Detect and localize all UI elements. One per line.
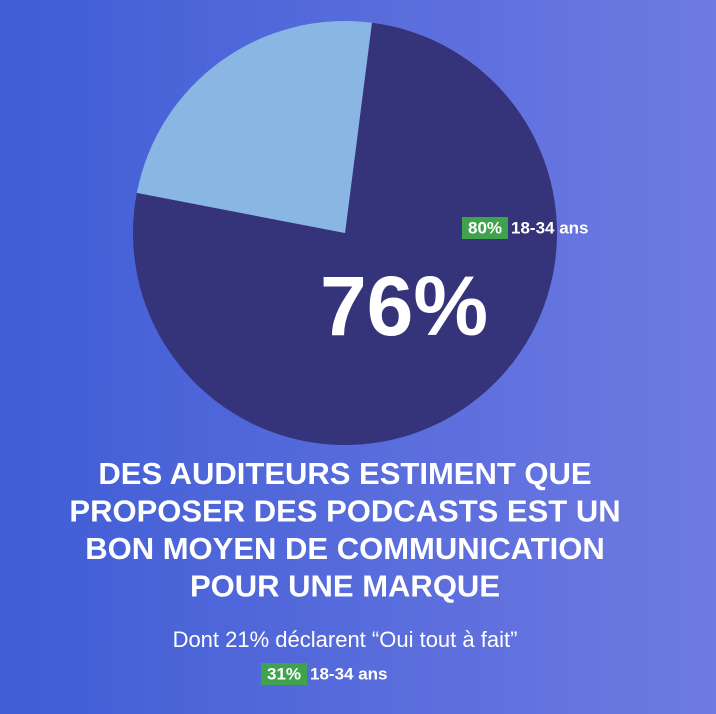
subline: Dont 21% déclarent “Oui tout à fait” <box>173 627 518 652</box>
badge <box>261 663 307 685</box>
badge-value: 80% <box>468 218 502 237</box>
headline-line: PROPOSER DES PODCASTS EST UN <box>69 494 620 529</box>
badge <box>462 217 508 239</box>
badge-value: 31% <box>267 664 301 683</box>
badge-text: 18-34 ans <box>310 664 388 683</box>
headline-line: POUR UNE MARQUE <box>190 569 500 604</box>
value-label: 76% <box>320 259 488 353</box>
pie-slice <box>133 22 557 445</box>
badge-text: 18-34 ans <box>511 218 589 237</box>
headline-line: BON MOYEN DE COMMUNICATION <box>85 531 605 566</box>
pie-slice <box>136 21 372 234</box>
pie <box>133 21 557 445</box>
headline-line: DES AUDITEURS ESTIMENT QUE <box>98 456 591 491</box>
